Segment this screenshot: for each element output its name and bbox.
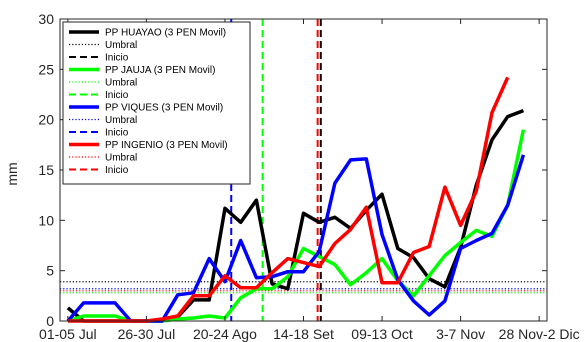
legend-label-10: Umbral — [105, 153, 137, 164]
x-tick-label: 14-18 Set — [273, 326, 334, 342]
y-tick-label: 20 — [38, 112, 54, 128]
legend-label-1: Umbral — [105, 40, 137, 51]
axes: 0 5 10 15 20 25 30 01-05 Jul 26-30 Jul 20-24 Ago 1… — [38, 11, 579, 342]
legend-label-5: Inicio — [105, 90, 129, 101]
x-tick-label: 28 Nov-2 Dic — [499, 326, 580, 342]
legend-label-6: PP VIQUES (3 PEN Movil) — [105, 103, 223, 114]
legend-label-4: Umbral — [105, 78, 137, 89]
y-tick-label: 5 — [46, 263, 54, 279]
y-tick-label: 15 — [38, 162, 54, 178]
legend-label-9: PP INGENIO (3 PEN Movil) — [105, 140, 228, 151]
y-tick-label: 10 — [38, 212, 54, 228]
legend-label-8: Inicio — [105, 128, 129, 139]
legend-label-3: PP JAUJA (3 PEN Movil) — [105, 65, 215, 76]
legend-label-2: Inicio — [105, 53, 129, 64]
legend-box — [62, 21, 251, 185]
x-tick-label: 3-7 Nov — [436, 326, 485, 342]
legend-label-0: PP HUAYAO (3 PEN Movil) — [105, 28, 226, 39]
x-tick-label: 01-05 Jul — [39, 326, 97, 342]
y-axis-label: mm — [4, 162, 20, 185]
x-tick-label: 26-30 Jul — [118, 326, 176, 342]
legend-label-11: Inicio — [105, 165, 129, 176]
x-tick-label: 20-24 Ago — [193, 326, 257, 342]
y-tick-label: 25 — [38, 61, 54, 77]
legend-label-7: Umbral — [105, 115, 137, 126]
y-tick-label: 0 — [46, 313, 54, 329]
x-tick-label: 09-13 Oct — [351, 326, 413, 342]
y-tick-label: 30 — [38, 11, 54, 27]
